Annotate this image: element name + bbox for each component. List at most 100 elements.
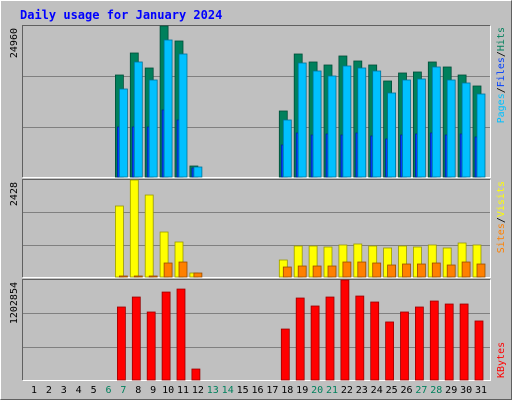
- legend-entry: KBytes: [496, 342, 507, 378]
- bar: [342, 65, 352, 178]
- bar: [385, 321, 395, 381]
- x-tick-label: 30: [460, 385, 472, 396]
- bar: [163, 39, 173, 178]
- x-tick-label: 12: [192, 385, 204, 396]
- bar: [282, 119, 292, 178]
- bar: [402, 263, 411, 278]
- legend-entry: Pages: [496, 93, 507, 123]
- x-tick-label: 1: [31, 385, 37, 396]
- panel-border-dark: [22, 25, 491, 178]
- bar: [357, 261, 367, 278]
- legend-entry: Sites: [496, 223, 507, 253]
- x-tick-label: 25: [386, 385, 398, 396]
- bar: [148, 275, 158, 278]
- x-tick-label: 23: [356, 385, 368, 396]
- bar: [431, 66, 441, 178]
- bar: [178, 261, 188, 278]
- y-tick-label: 2428: [9, 182, 20, 206]
- x-tick-label: 18: [281, 385, 293, 396]
- x-tick-label: 2: [46, 385, 52, 396]
- bar: [370, 301, 380, 381]
- bar: [133, 275, 143, 278]
- bar: [402, 79, 411, 178]
- bar: [414, 306, 424, 381]
- legend: KBytes: [496, 342, 507, 378]
- bar: [119, 275, 128, 278]
- bar: [342, 261, 352, 278]
- bar: [372, 70, 382, 178]
- y-tick-label: 24960: [9, 28, 20, 58]
- legend-entry: Visits: [496, 181, 507, 217]
- x-tick-label: 15: [237, 385, 249, 396]
- x-tick-label: 6: [105, 385, 111, 396]
- bar: [446, 264, 456, 278]
- x-tick-label: 24: [371, 385, 383, 396]
- panel-border-light: [22, 279, 491, 381]
- bar: [357, 67, 367, 178]
- x-tick-label: 29: [445, 385, 457, 396]
- bar: [312, 70, 322, 178]
- legend: Pages/Files/Hits: [496, 27, 507, 123]
- bar: [310, 305, 320, 381]
- bar: [193, 272, 203, 278]
- panel-border-light: [22, 179, 491, 278]
- bar: [297, 265, 307, 278]
- bar: [312, 265, 322, 278]
- legend-entry: Files: [496, 57, 507, 87]
- bar: [148, 79, 158, 178]
- x-tick-label: 11: [177, 385, 189, 396]
- bar: [327, 265, 337, 278]
- x-tick-label: 21: [326, 385, 338, 396]
- legend-separator: /: [496, 217, 507, 223]
- panel-border-dark: [22, 179, 491, 278]
- chart-title: Daily usage for January 2024: [20, 8, 222, 22]
- bar: [191, 368, 201, 381]
- x-tick-label: 14: [222, 385, 234, 396]
- x-tick-label: 26: [400, 385, 412, 396]
- panel-border-dark: [22, 279, 491, 381]
- bar: [176, 288, 186, 381]
- bar: [297, 62, 307, 178]
- x-tick-label: 8: [135, 385, 141, 396]
- bar: [429, 300, 439, 381]
- bar: [446, 79, 456, 178]
- bar: [178, 53, 188, 178]
- panel: [22, 25, 490, 177]
- x-tick-label: 10: [162, 385, 174, 396]
- x-tick-label: 13: [207, 385, 219, 396]
- bar: [461, 261, 471, 278]
- bar: [416, 78, 426, 178]
- bar: [400, 311, 409, 381]
- bar: [117, 306, 126, 381]
- bar: [115, 205, 124, 278]
- bar: [444, 303, 454, 381]
- bar: [133, 61, 143, 178]
- y-tick-label: 1202854: [9, 282, 20, 324]
- bar: [387, 264, 397, 278]
- bar: [295, 297, 305, 381]
- bar: [146, 311, 156, 381]
- bar: [129, 179, 139, 278]
- x-tick-label: 9: [150, 385, 156, 396]
- x-tick-label: 5: [91, 385, 97, 396]
- x-tick-label: 19: [296, 385, 308, 396]
- bar: [459, 303, 469, 381]
- x-tick-label: 16: [251, 385, 263, 396]
- x-tick-label: 28: [430, 385, 442, 396]
- bar: [282, 266, 292, 278]
- x-tick-label: 3: [61, 385, 67, 396]
- bar: [144, 194, 154, 278]
- x-tick-label: 22: [341, 385, 353, 396]
- bar: [431, 262, 441, 278]
- bar: [161, 291, 171, 381]
- bar: [355, 295, 365, 381]
- bar: [280, 328, 290, 381]
- x-tick-label: 17: [266, 385, 278, 396]
- panel: [22, 279, 490, 380]
- legend-separator: /: [496, 87, 507, 93]
- legend-entry: Hits: [496, 27, 507, 51]
- legend-separator: /: [496, 51, 507, 57]
- bar: [474, 320, 484, 381]
